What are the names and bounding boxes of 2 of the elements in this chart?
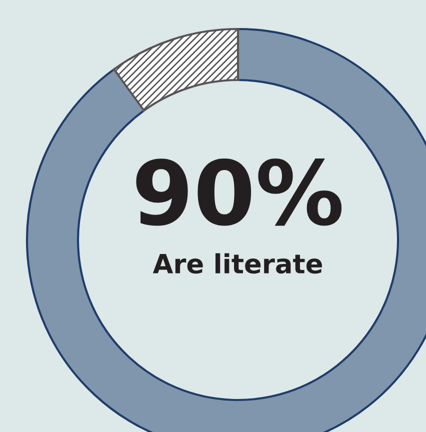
text: 90% bbox=[136, 158, 342, 226]
text: Are literate bbox=[152, 253, 322, 274]
